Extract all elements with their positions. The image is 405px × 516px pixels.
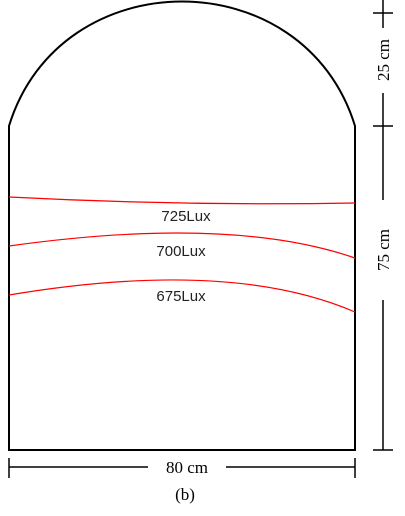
- height-dimension: [373, 0, 393, 451]
- figure-caption: (b): [175, 485, 195, 504]
- contour-675-line: [8, 279, 356, 313]
- width-dimension: [8, 458, 356, 478]
- contour-725-line: [8, 196, 356, 205]
- contour-675-label: 675Lux: [156, 288, 206, 305]
- wall-height-label: 75 cm: [374, 229, 393, 271]
- arch-height-label: 25 cm: [374, 39, 393, 81]
- width-label: 80 cm: [166, 458, 208, 477]
- contour-700-line: [8, 232, 356, 259]
- contour-725-label: 725Lux: [161, 208, 211, 225]
- contour-700-label: 700Lux: [156, 243, 206, 260]
- enclosure-outline: [8, 0, 356, 451]
